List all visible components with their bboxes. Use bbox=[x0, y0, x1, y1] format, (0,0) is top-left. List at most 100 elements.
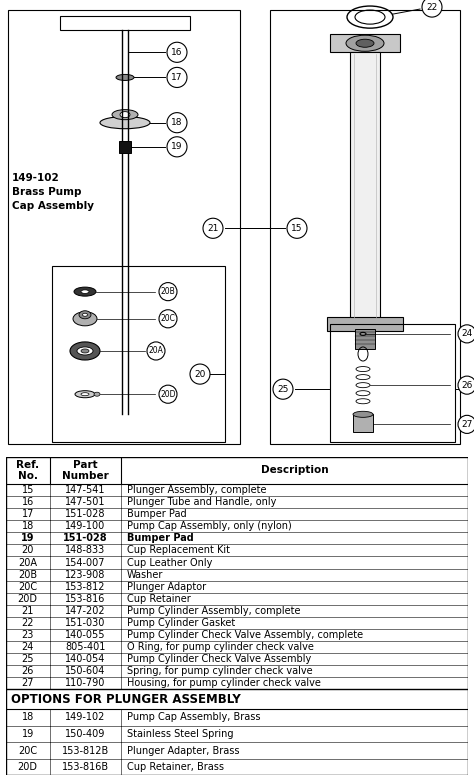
Text: 153-812: 153-812 bbox=[65, 582, 106, 592]
Text: 148-833: 148-833 bbox=[65, 545, 106, 556]
Text: 151-028: 151-028 bbox=[65, 509, 106, 519]
Circle shape bbox=[167, 68, 187, 88]
Text: 18: 18 bbox=[171, 118, 183, 127]
Text: 22: 22 bbox=[427, 2, 438, 12]
Text: 140-054: 140-054 bbox=[65, 654, 106, 664]
Ellipse shape bbox=[100, 117, 150, 129]
Text: Pump Cylinder Check Valve Assembly: Pump Cylinder Check Valve Assembly bbox=[127, 654, 311, 664]
Circle shape bbox=[458, 325, 474, 343]
Text: 19: 19 bbox=[21, 729, 34, 739]
Text: Bumper Pad: Bumper Pad bbox=[127, 533, 194, 543]
Circle shape bbox=[167, 137, 187, 157]
Text: 18: 18 bbox=[21, 713, 34, 723]
Text: 16: 16 bbox=[171, 48, 183, 57]
Ellipse shape bbox=[70, 342, 100, 360]
Ellipse shape bbox=[79, 311, 91, 319]
Text: 20D: 20D bbox=[160, 390, 176, 399]
Text: Cup Retainer, Brass: Cup Retainer, Brass bbox=[127, 762, 224, 772]
Text: 149-100: 149-100 bbox=[65, 521, 106, 531]
Text: Washer: Washer bbox=[127, 570, 163, 580]
Text: 153-812B: 153-812B bbox=[62, 746, 109, 755]
Circle shape bbox=[203, 218, 223, 239]
Text: Bumper Pad: Bumper Pad bbox=[127, 509, 187, 519]
Text: 17: 17 bbox=[21, 509, 34, 519]
Circle shape bbox=[422, 0, 442, 17]
Text: 24: 24 bbox=[461, 329, 473, 338]
Ellipse shape bbox=[81, 349, 89, 353]
Circle shape bbox=[159, 385, 177, 403]
Text: 16: 16 bbox=[21, 497, 34, 507]
Text: 20: 20 bbox=[21, 545, 34, 556]
Ellipse shape bbox=[346, 35, 384, 51]
Bar bbox=[353, 414, 373, 433]
Text: 20C: 20C bbox=[161, 314, 175, 323]
Text: 19: 19 bbox=[21, 533, 35, 543]
Text: Pump Cylinder Gasket: Pump Cylinder Gasket bbox=[127, 618, 235, 628]
Ellipse shape bbox=[116, 75, 134, 81]
Text: 147-541: 147-541 bbox=[65, 485, 106, 495]
Ellipse shape bbox=[356, 39, 374, 47]
Text: 15: 15 bbox=[21, 485, 34, 495]
Text: OPTIONS FOR PLUNGER ASSEMBLY: OPTIONS FOR PLUNGER ASSEMBLY bbox=[11, 693, 241, 706]
Bar bbox=[60, 16, 190, 30]
Ellipse shape bbox=[120, 112, 130, 117]
Text: 20C: 20C bbox=[18, 746, 37, 755]
Text: Cup Replacement Kit: Cup Replacement Kit bbox=[127, 545, 230, 556]
Text: 151-030: 151-030 bbox=[65, 618, 106, 628]
Bar bbox=[350, 52, 380, 319]
Text: Spring, for pump cylinder check valve: Spring, for pump cylinder check valve bbox=[127, 667, 312, 676]
Text: 20B: 20B bbox=[18, 570, 37, 580]
Bar bbox=[270, 10, 460, 444]
Circle shape bbox=[458, 416, 474, 434]
Text: Part
Number: Part Number bbox=[62, 460, 109, 481]
Text: 18: 18 bbox=[21, 521, 34, 531]
Text: 149-102
Brass Pump
Cap Assembly: 149-102 Brass Pump Cap Assembly bbox=[12, 173, 94, 211]
Circle shape bbox=[273, 379, 293, 399]
Bar bbox=[119, 141, 131, 153]
Text: Ref.
No.: Ref. No. bbox=[16, 460, 39, 481]
Circle shape bbox=[167, 113, 187, 133]
Text: 154-007: 154-007 bbox=[65, 558, 106, 567]
Text: 149-102: 149-102 bbox=[65, 713, 106, 723]
Circle shape bbox=[287, 218, 307, 239]
Text: 153-816B: 153-816B bbox=[62, 762, 109, 772]
Text: Stainless Steel Spring: Stainless Steel Spring bbox=[127, 729, 233, 739]
Text: 15: 15 bbox=[291, 224, 303, 233]
Text: 20A: 20A bbox=[148, 347, 164, 355]
Text: Cup Leather Only: Cup Leather Only bbox=[127, 558, 212, 567]
Circle shape bbox=[167, 42, 187, 62]
Circle shape bbox=[147, 342, 165, 360]
Text: Plunger Assembly, complete: Plunger Assembly, complete bbox=[127, 485, 266, 495]
Text: 147-501: 147-501 bbox=[65, 497, 106, 507]
Bar bbox=[8, 10, 240, 444]
Text: 20: 20 bbox=[194, 370, 206, 378]
Text: 27: 27 bbox=[461, 420, 473, 429]
Text: Cup Retainer: Cup Retainer bbox=[127, 594, 191, 604]
Text: 150-604: 150-604 bbox=[65, 667, 106, 676]
Text: 25: 25 bbox=[21, 654, 34, 664]
Text: Description: Description bbox=[261, 465, 328, 476]
Ellipse shape bbox=[73, 312, 97, 326]
Text: 20C: 20C bbox=[18, 582, 37, 592]
Text: 27: 27 bbox=[21, 678, 34, 688]
Text: 21: 21 bbox=[207, 224, 219, 233]
Text: 20A: 20A bbox=[18, 558, 37, 567]
Text: Pump Cylinder Check Valve Assembly, complete: Pump Cylinder Check Valve Assembly, comp… bbox=[127, 630, 363, 640]
Bar bbox=[52, 267, 225, 442]
Text: Pump Cap Assembly, only (nylon): Pump Cap Assembly, only (nylon) bbox=[127, 521, 292, 531]
Text: 20D: 20D bbox=[18, 594, 37, 604]
Text: 20D: 20D bbox=[18, 762, 37, 772]
Bar bbox=[355, 329, 375, 349]
Text: 17: 17 bbox=[171, 73, 183, 82]
Circle shape bbox=[159, 310, 177, 328]
Text: 24: 24 bbox=[21, 642, 34, 652]
Text: Plunger Tube and Handle, only: Plunger Tube and Handle, only bbox=[127, 497, 276, 507]
Text: 23: 23 bbox=[21, 630, 34, 640]
Text: Pump Cap Assembly, Brass: Pump Cap Assembly, Brass bbox=[127, 713, 260, 723]
Ellipse shape bbox=[112, 110, 138, 120]
Text: O Ring, for pump cylinder check valve: O Ring, for pump cylinder check valve bbox=[127, 642, 314, 652]
Ellipse shape bbox=[81, 392, 89, 395]
Circle shape bbox=[159, 283, 177, 301]
Bar bbox=[330, 324, 455, 442]
Circle shape bbox=[190, 364, 210, 384]
